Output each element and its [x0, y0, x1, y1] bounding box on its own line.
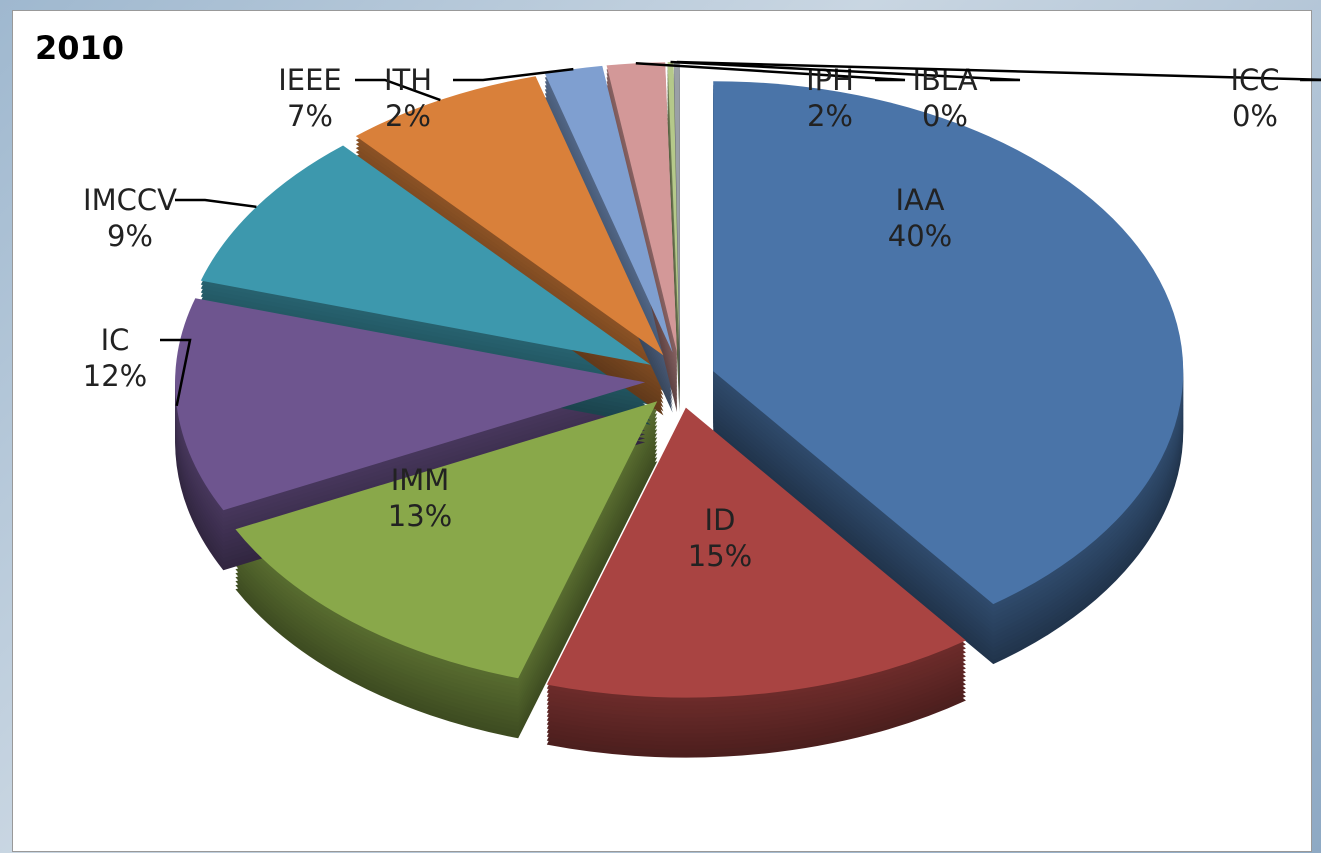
slice-label: IMM: [391, 463, 450, 497]
slice: [544, 65, 673, 353]
slice-value-label: 9%: [107, 219, 153, 253]
slice: [667, 62, 680, 353]
slice-label: IMCCV: [83, 183, 177, 217]
slice-label: ICC: [1230, 63, 1279, 97]
slice-side: [667, 102, 680, 393]
leader-line: [453, 67, 574, 82]
slice-label: ITH: [384, 63, 432, 97]
slice: [606, 62, 677, 353]
leader-line: [670, 60, 1021, 82]
slice: [673, 62, 680, 353]
slice-label: IEEE: [278, 63, 342, 97]
pie-top: [175, 62, 1184, 698]
slice-side: [667, 118, 680, 409]
slice-side: [667, 106, 680, 397]
slice: [355, 76, 664, 356]
slice: [200, 145, 651, 365]
slice-value-label: 0%: [1232, 99, 1278, 133]
slice-value-label: 40%: [888, 219, 952, 253]
slice-value-label: 0%: [922, 99, 968, 133]
slice-side: [667, 82, 680, 373]
slice: [713, 81, 1184, 605]
slice-value-label: 7%: [287, 99, 333, 133]
leader-line: [355, 78, 441, 102]
slice-value-label: 2%: [807, 99, 853, 133]
slice-value-label: 12%: [83, 359, 147, 393]
slice-side: [667, 94, 680, 385]
slice-side: [667, 114, 680, 405]
slice-label: IC: [101, 323, 130, 357]
slice-label: IPH: [806, 63, 854, 97]
slice: [175, 298, 646, 511]
chart-title: 2010: [35, 29, 124, 67]
slice-side: [667, 110, 680, 401]
slice-side: [667, 78, 680, 369]
leader-line: [635, 61, 906, 82]
leader-line: [175, 198, 257, 209]
slice-side: [667, 70, 680, 361]
slice-side: [667, 74, 680, 365]
leader-line: [676, 60, 1321, 82]
slice-label: IAA: [895, 183, 944, 217]
slice-side: [667, 90, 680, 381]
leader-line: [160, 338, 192, 407]
slice-label: ID: [705, 503, 736, 537]
slice-side: [667, 86, 680, 377]
slice-side: [667, 66, 680, 357]
slice: [235, 401, 658, 679]
slice-value-label: 2%: [385, 99, 431, 133]
slice-value-label: 13%: [388, 499, 452, 533]
slice-side: [667, 98, 680, 389]
slice: [546, 407, 966, 698]
slice-value-label: 15%: [688, 539, 752, 573]
